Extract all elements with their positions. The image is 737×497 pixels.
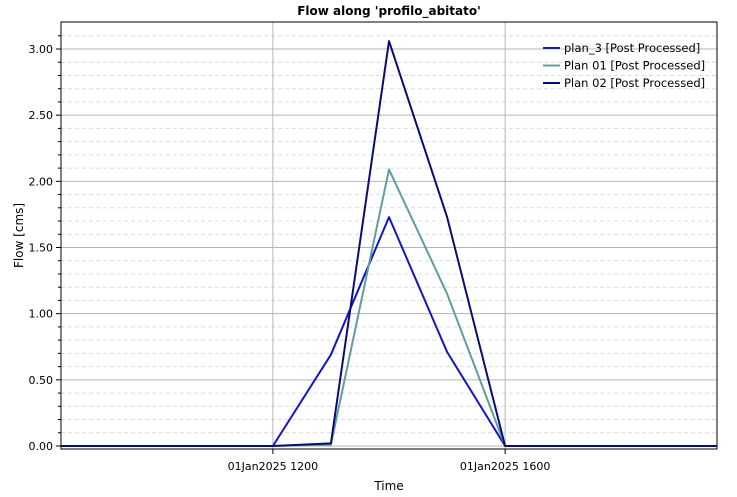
y-tick-label: 1.50	[29, 242, 54, 255]
series-line-3	[61, 40, 717, 447]
series-lines	[61, 40, 717, 447]
x-tick-label: 01Jan2025 1200	[228, 460, 318, 473]
chart-title: Flow along 'profilo_abitato'	[297, 4, 481, 19]
y-tick-label: 0.00	[29, 440, 54, 453]
y-tick-label: 0.50	[29, 374, 54, 387]
x-tick-label: 01Jan2025 1600	[460, 460, 550, 473]
x-axis-label: Time	[373, 479, 403, 493]
legend-label-3: Plan 02 [Post Processed]	[564, 76, 705, 90]
y-tick-label: 1.00	[29, 308, 54, 321]
legend-label-2: Plan 01 [Post Processed]	[564, 59, 705, 73]
grid-lines	[61, 22, 717, 449]
legend: plan_3 [Post Processed] Plan 01 [Post Pro…	[543, 41, 705, 90]
plot-area	[61, 22, 717, 449]
y-tick-label: 2.50	[29, 109, 54, 122]
y-axis-label: Flow [cms]	[12, 203, 26, 268]
plot-frame	[60, 21, 718, 450]
y-tick-label: 3.00	[29, 43, 54, 56]
legend-label-1: plan_3 [Post Processed]	[564, 41, 700, 55]
axes: 0.00 0.50 1.00 1.50 2.00 2.50 3.00 01Jan2025 12…	[29, 21, 718, 473]
y-tick-label: 2.00	[29, 175, 54, 188]
